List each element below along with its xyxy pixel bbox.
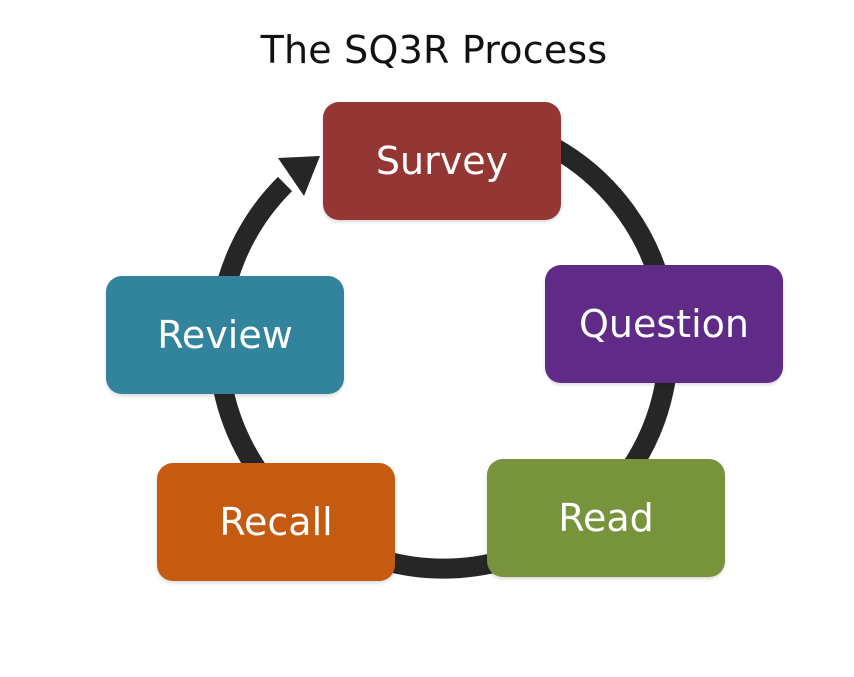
stage-label: Recall <box>219 500 333 544</box>
stage-label: Survey <box>375 139 509 183</box>
stage-recall: Recall <box>157 463 395 581</box>
stage-label: Read <box>558 496 654 540</box>
stage-question: Question <box>545 265 783 383</box>
stage-label: Review <box>157 313 293 357</box>
stage-review: Review <box>106 276 344 394</box>
stage-survey: Survey <box>323 102 561 220</box>
stage-label: Question <box>579 302 749 346</box>
diagram-title: The SQ3R Process <box>260 28 608 72</box>
stage-read: Read <box>487 459 725 577</box>
curved-arrow-icon <box>278 156 320 196</box>
